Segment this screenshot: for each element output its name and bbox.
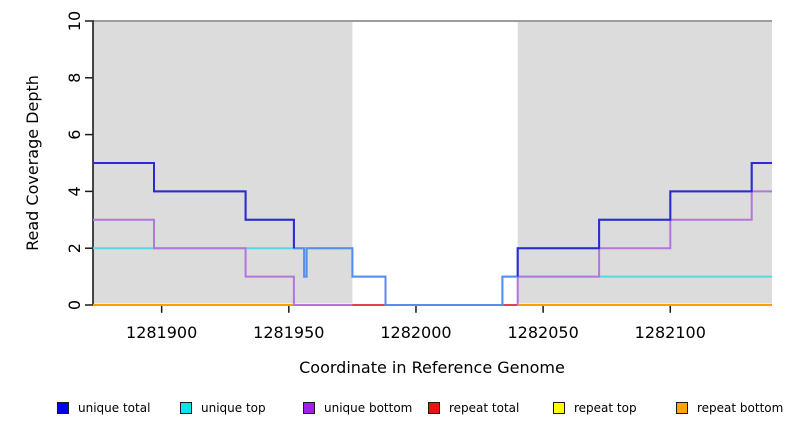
legend-swatch-unique-top [180,402,192,414]
legend-label: unique total [78,401,151,415]
legend-label: unique top [201,401,266,415]
x-axis-title: Coordinate in Reference Genome [299,358,565,377]
x-tick-label: 1282100 [635,323,706,342]
legend-swatch-repeat-top [553,402,565,414]
shaded-region [517,22,772,304]
y-tick-label: 10 [65,11,84,31]
x-tick-label: 1282000 [380,323,451,342]
x-tick-label: 1282050 [507,323,578,342]
legend-item-repeat-top: repeat top [553,401,637,415]
y-tick-label: 4 [65,186,84,196]
legend-label: repeat bottom [697,401,784,415]
y-tick-label: 6 [65,130,84,140]
legend-item-repeat-total: repeat total [428,401,519,415]
legend-item-unique-top: unique top [180,401,266,415]
series-line-unique-bottom [516,190,772,305]
x-tick-label: 1281900 [126,323,197,342]
legend-swatch-unique-total [57,402,69,414]
legend-swatch-repeat-total [428,402,440,414]
y-tick-label: 8 [65,73,84,83]
series-line-unique-total [93,162,295,249]
axes-layer: 0 2 4 6 8 10 1281900 1281950 1282000 1282050 12821… [65,11,706,342]
legend-swatch-repeat-bottom [676,402,688,414]
legend-label: repeat top [574,401,637,415]
y-tick-label: 0 [65,300,84,310]
legend-item-repeat-bottom: repeat bottom [676,401,783,415]
legend-item-unique-total: unique total [57,401,150,415]
legend-item-unique-bottom: unique bottom [303,401,412,415]
legend-label: repeat total [449,401,520,415]
legend-label: unique bottom [324,401,413,415]
series-line-unique-total [516,162,772,277]
y-tick-label: 2 [65,243,84,253]
series-layer [93,162,772,306]
y-axis-title: Read Coverage Depth [23,75,42,251]
plot-background-layer [93,20,772,304]
legend-swatch-unique-bottom [303,402,315,414]
series-line-unique-bottom [93,218,353,306]
x-tick-label: 1281950 [253,323,324,342]
